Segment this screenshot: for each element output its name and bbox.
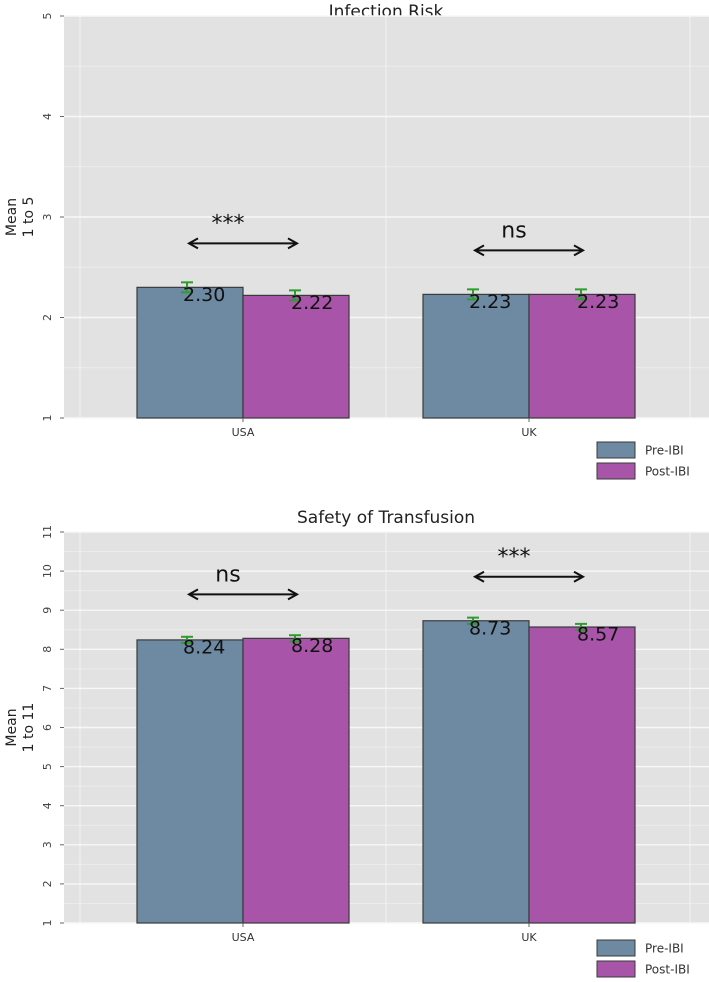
chart1-y-axis-label: Mean1 to 5: [4, 197, 37, 238]
chart1-data-label: 2.23: [469, 291, 511, 313]
chart2-significance-arrow-right-head: [573, 570, 586, 583]
chart2-data-label: 8.73: [469, 617, 511, 639]
chart2-significance-label: ***: [498, 545, 531, 570]
chart1-data-label: 2.30: [183, 284, 225, 306]
chart2-y-tick-label: 10: [41, 564, 54, 578]
chart1-y-tick-label: 3: [41, 214, 54, 221]
chart2-data-label: 8.28: [291, 635, 333, 657]
chart1-legend-swatch-pre-ibi: [596, 441, 636, 459]
chart1-bar-pre-ibi-usa: [136, 286, 244, 419]
chart1-y-tick-label: 2: [41, 314, 54, 321]
chart2-x-tick-label: UK: [521, 931, 537, 944]
chart1-significance-arrow-left-head: [186, 237, 199, 250]
chart2-y-tick-label: 2: [41, 880, 54, 887]
chart2-panel-group: Safety of Transfusion 1 2 3 4 5 6 7 8 9 10 11 Mean1 …: [4, 508, 709, 978]
chart2-data-label: 8.24: [183, 636, 225, 658]
chart1-y-axis-label-line: 1 to 5: [21, 197, 37, 238]
chart2-y-axis-label: Mean1 to 11: [4, 703, 37, 753]
chart2-y-tick-label: 5: [41, 763, 54, 770]
chart2-y-tick-label: 6: [41, 724, 54, 731]
chart1-data-label: 2.22: [291, 292, 333, 314]
chart2-bar-pre-ibi-uk: [422, 620, 530, 924]
chart2-y-tick-label: 7: [41, 685, 54, 692]
chart2-significance-arrow-right-head: [287, 588, 300, 601]
chart1-significance-arrow-left-head: [472, 244, 485, 257]
chart1-y-tick-label: 5: [41, 13, 54, 20]
chart2-title: Safety of Transfusion: [297, 508, 475, 528]
chart1-legend-label-pre-ibi: Pre-IBI: [645, 444, 684, 458]
chart1-x-tick-label: USA: [232, 426, 255, 439]
chart2-y-tick-label: 8: [41, 646, 54, 653]
chart2-y-tick-label: 4: [41, 802, 54, 809]
chart2-bar-pre-ibi-usa: [136, 639, 244, 924]
chart1-y-axis-label-line: Mean: [4, 198, 20, 236]
chart1-significance-arrow-right-head: [287, 237, 300, 250]
chart1-x-tick-label: UK: [521, 426, 537, 439]
chart1-bar-pre-ibi-uk: [422, 293, 530, 419]
chart2-bar-post-ibi-usa: [242, 637, 350, 924]
chart1-data-label: 2.23: [577, 291, 619, 313]
chart2-significance-arrow-left-head: [472, 570, 485, 583]
chart1-bar-post-ibi-uk: [528, 293, 636, 419]
chart1-significance-label: ***: [212, 211, 245, 236]
chart1-bar-post-ibi-usa: [242, 294, 350, 419]
chart2-data-label: 8.57: [577, 624, 619, 646]
chart2-significance-arrow-left-head: [186, 588, 199, 601]
chart1-significance-label: ns: [501, 218, 526, 243]
chart2-significance-label: ns: [215, 562, 240, 587]
chart2-y-tick-label: 9: [41, 607, 54, 614]
chart2-bar-post-ibi-uk: [528, 626, 636, 924]
chart2-legend-swatch-post-ibi: [596, 960, 636, 978]
chart1-y-tick-label: 1: [41, 415, 54, 422]
chart2-y-tick-label: 11: [41, 525, 54, 539]
chart2-legend-label-pre-ibi: Pre-IBI: [645, 942, 684, 956]
chart1-legend-label-post-ibi: Post-IBI: [645, 465, 690, 479]
chart2-x-tick-label: USA: [232, 931, 255, 944]
chart2-legend-label-post-ibi: Post-IBI: [645, 963, 690, 977]
chart1-significance-arrow-right-head: [573, 244, 586, 257]
chart1-legend-swatch-post-ibi: [596, 462, 636, 480]
chart2-y-tick-label: 1: [41, 920, 54, 927]
chart2-legend-swatch-pre-ibi: [596, 939, 636, 957]
chart2-y-axis-label-line: Mean: [4, 708, 20, 746]
chart2-y-tick-label: 3: [41, 841, 54, 848]
chart2-y-axis-label-line: 1 to 11: [21, 703, 37, 753]
chart1-y-tick-label: 4: [41, 113, 54, 120]
